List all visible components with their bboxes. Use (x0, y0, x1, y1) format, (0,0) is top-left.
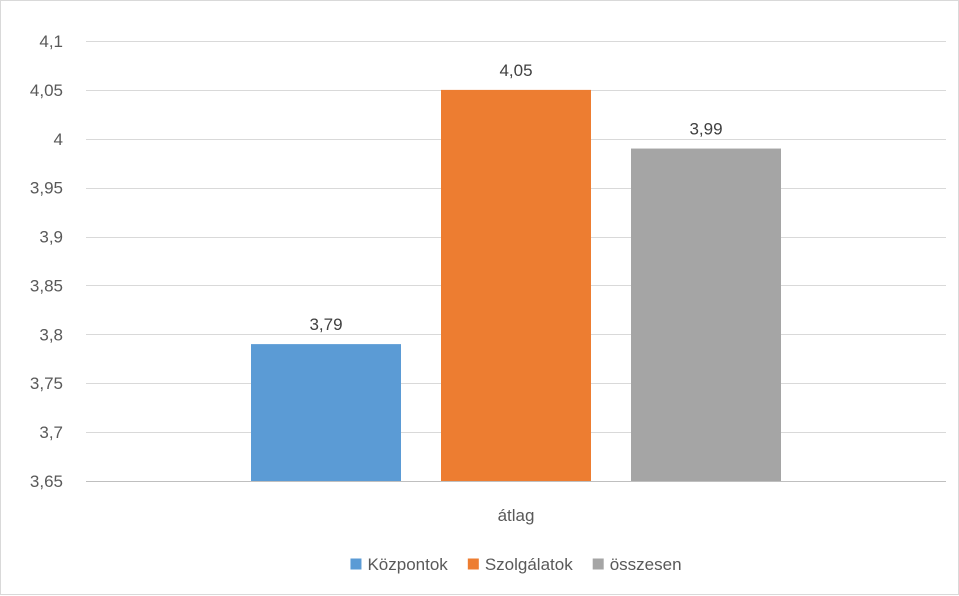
y-tick-label: 4 (54, 130, 63, 149)
data-label: 3,99 (689, 120, 722, 139)
y-tick-label: 3,95 (30, 179, 63, 198)
y-tick-label: 3,9 (39, 228, 63, 247)
bar-1 (251, 344, 401, 481)
bar-2 (441, 89, 591, 481)
legend-swatch (350, 558, 362, 570)
data-label: 3,79 (309, 315, 342, 334)
bar-3 (631, 148, 781, 482)
y-tick-label: 4,1 (39, 32, 63, 51)
legend-label: összesen (610, 555, 682, 574)
legend-label: Szolgálatok (485, 555, 573, 574)
legend-label: Központok (367, 555, 448, 574)
y-tick-label: 3,75 (30, 374, 63, 393)
y-tick-label: 3,7 (39, 423, 63, 442)
category-label: átlag (498, 506, 535, 525)
y-tick-label: 3,85 (30, 276, 63, 295)
y-tick-label: 3,8 (39, 325, 63, 344)
legend-swatch (592, 558, 604, 570)
legend-swatch (467, 558, 479, 570)
y-axis-tick-labels: 3,65 3,7 3,75 3,8 3,85 3,9 3,95 4 4,05 4,1 (30, 32, 63, 491)
y-tick-label: 3,65 (30, 472, 63, 491)
y-tick-label: 4,05 (30, 81, 63, 100)
bars (251, 89, 781, 482)
data-labels: 3,79 4,05 3,99 (309, 61, 722, 334)
legend: Központok Szolgálatok összesen (350, 555, 682, 574)
data-label: 4,05 (499, 61, 532, 80)
